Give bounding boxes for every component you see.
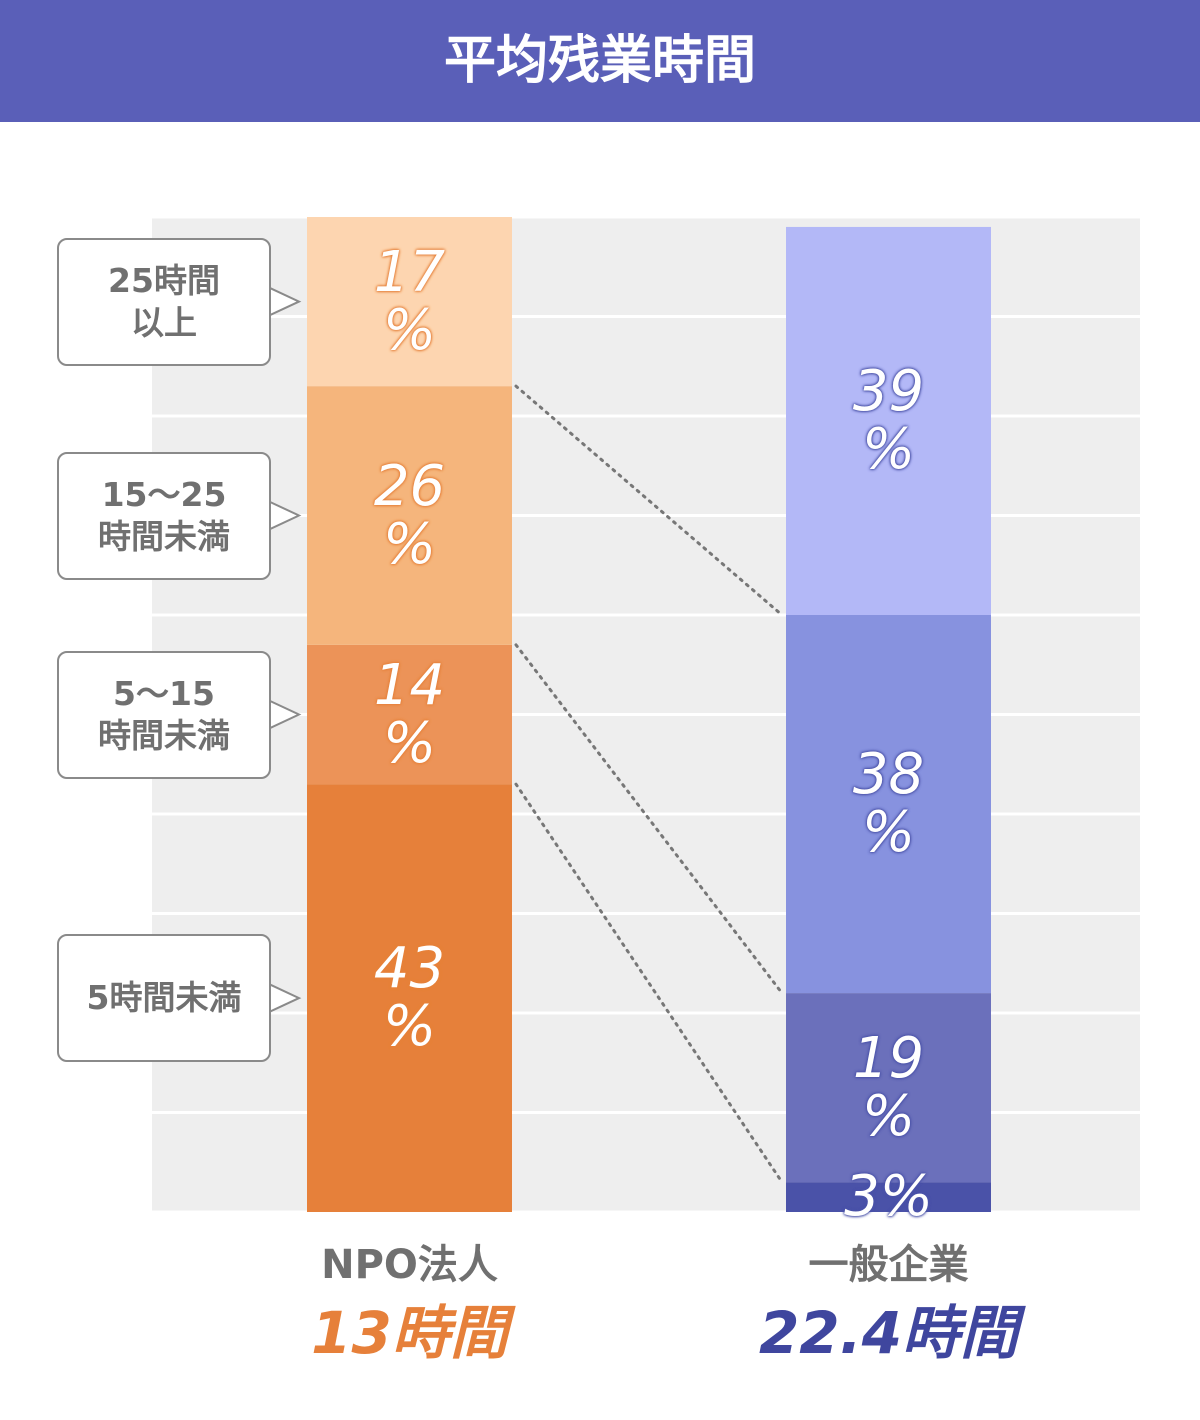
legend-bubble: 5時間未満 bbox=[57, 934, 271, 1063]
value-label: 3% bbox=[844, 1164, 933, 1230]
value-label: 39 % bbox=[852, 358, 925, 482]
bar-segment bbox=[307, 784, 512, 1212]
bar-segment bbox=[786, 993, 991, 1183]
chart-title: 平均残業時間 bbox=[0, 0, 1200, 122]
value-label: 26 % bbox=[373, 453, 446, 577]
bar-segment bbox=[786, 1182, 991, 1212]
value-label: 14 % bbox=[373, 652, 446, 776]
x-tick-label: 一般企業 bbox=[808, 1242, 969, 1288]
legend-bubble: 25時間 以上 bbox=[57, 237, 271, 366]
connector bbox=[514, 782, 784, 1184]
legend-bubble: 15〜25 時間未満 bbox=[57, 451, 271, 580]
connector bbox=[514, 384, 784, 617]
bar-segment bbox=[786, 226, 991, 615]
bar-segment bbox=[307, 217, 512, 387]
legend-bubble: 5〜15 時間未満 bbox=[57, 650, 271, 779]
x-tick-label: NPO法人 bbox=[321, 1242, 498, 1288]
value-label: 19 % bbox=[852, 1025, 925, 1149]
category-total: 22.4時間 bbox=[758, 1299, 1019, 1367]
bar-segment bbox=[307, 386, 512, 645]
value-label: 38 % bbox=[852, 742, 925, 866]
category-total: 13時間 bbox=[311, 1299, 508, 1367]
value-label: 43 % bbox=[373, 936, 446, 1060]
connector bbox=[514, 643, 784, 995]
bar-segment bbox=[307, 644, 512, 785]
bar-segment bbox=[786, 615, 991, 994]
value-label: 17 % bbox=[373, 239, 446, 363]
